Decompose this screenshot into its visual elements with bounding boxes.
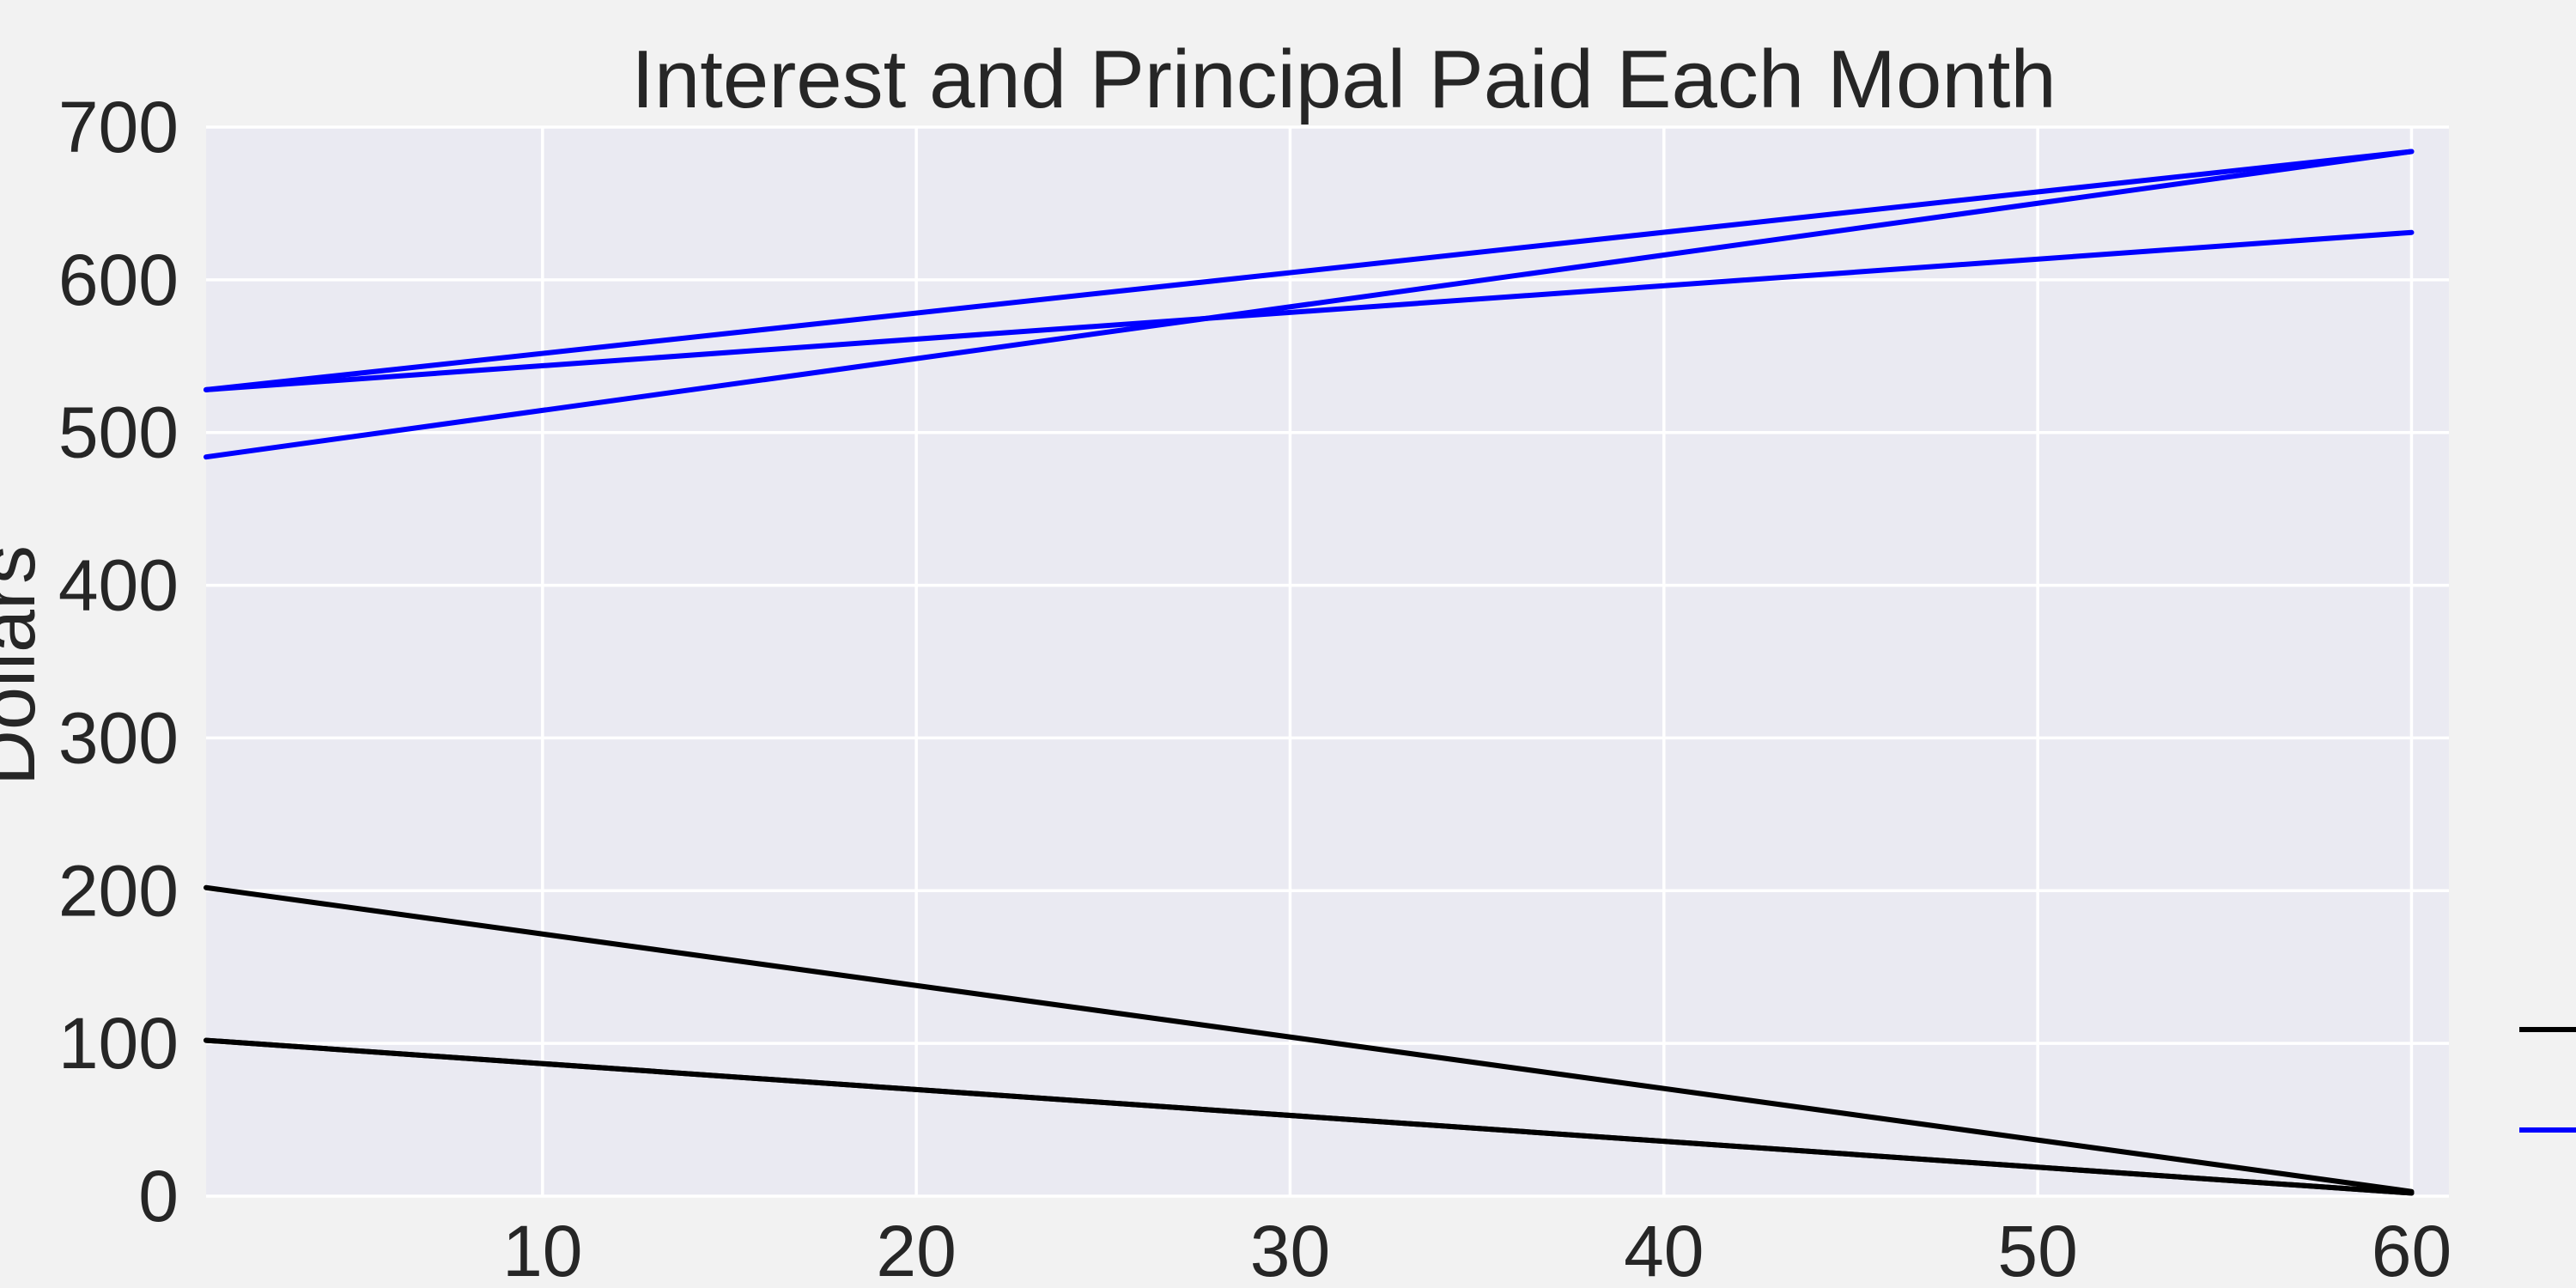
series-line-6 (204, 229, 2415, 392)
x-tick-label: 50 (1997, 1211, 2077, 1288)
y-tick-label: 0 (138, 1156, 179, 1236)
x-tick-label: 40 (1624, 1211, 1704, 1288)
y-tick-labels: 0 100 200 300 400 500 600 700 (58, 87, 179, 1236)
chart-title: Interest and Principal Paid Each Month (631, 33, 2057, 125)
series-line-5 (204, 149, 2415, 392)
y-tick-label: 400 (58, 545, 179, 626)
x-tick-label: 10 (502, 1211, 582, 1288)
y-tick-label: 300 (58, 697, 179, 778)
x-tick-labels: 10 20 30 40 50 60 (502, 1211, 2451, 1288)
y-tick-label: 200 (58, 850, 179, 931)
y-axis-label: Dollars (0, 545, 52, 786)
y-tick-label: 600 (58, 240, 179, 320)
x-tick-label: 30 (1250, 1211, 1330, 1288)
plot-area (206, 127, 2449, 1196)
y-tick-label: 700 (58, 87, 179, 167)
series-lines (204, 149, 2415, 1196)
series-line-2 (204, 884, 2415, 1194)
x-tick-label: 20 (876, 1211, 956, 1288)
y-tick-label: 500 (58, 392, 179, 473)
x-tick-label: 60 (2372, 1211, 2451, 1288)
y-tick-label: 100 (58, 1003, 179, 1084)
legend (2519, 1027, 2576, 1133)
series-line-3 (204, 1037, 2415, 1196)
series-line-4 (204, 149, 2415, 460)
